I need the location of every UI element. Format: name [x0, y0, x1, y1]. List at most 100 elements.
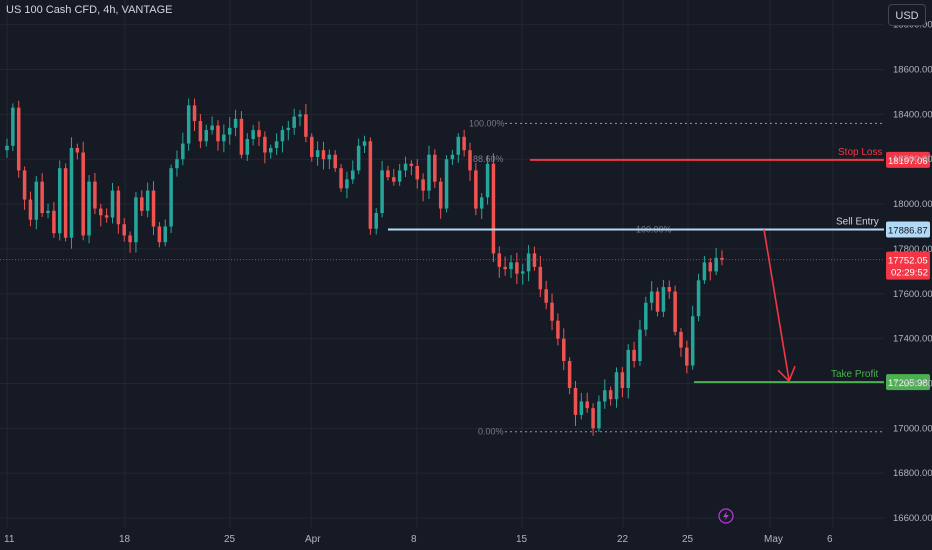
price-tag-label: 18197.06 [888, 156, 928, 167]
candle [415, 159, 420, 189]
lightning-icon [718, 508, 734, 524]
candle [644, 296, 648, 337]
candle [216, 120, 220, 151]
candle-body [538, 266, 543, 290]
candle-body [128, 235, 132, 243]
candle-body [368, 141, 373, 229]
candle-body [644, 302, 648, 330]
candle [192, 98, 197, 132]
candle-body [474, 170, 478, 209]
candle-body [591, 408, 595, 429]
candle [685, 340, 689, 374]
candle-body [397, 170, 402, 182]
candle [292, 108, 296, 135]
candle [673, 285, 677, 336]
candle [491, 153, 496, 263]
candle [556, 313, 560, 346]
candle [339, 164, 343, 192]
candle-body [702, 262, 707, 281]
candle-body [649, 291, 654, 303]
candle-body [503, 266, 507, 270]
candle-body [5, 145, 9, 151]
candle-body [380, 170, 384, 214]
candle-body [497, 253, 502, 267]
candle-body [720, 257, 724, 260]
candle-body [145, 190, 150, 211]
y-axis-tick-label: 18200.00 [893, 154, 932, 165]
candle [327, 149, 332, 170]
x-axis-tick-label: Apr [305, 534, 321, 545]
candle [573, 380, 578, 427]
candle-body [632, 349, 636, 362]
currency-button[interactable]: USD [888, 4, 926, 26]
candle-body [28, 199, 33, 220]
candle-body [438, 181, 443, 209]
candle-body [433, 154, 437, 182]
candle-body [392, 177, 396, 182]
price-tag [886, 374, 930, 391]
candle [245, 133, 250, 161]
candle-body [298, 114, 302, 117]
candle [503, 256, 507, 276]
x-axis-tick-label: 18 [119, 534, 131, 545]
x-axis-tick-label: May [764, 534, 783, 545]
candle [397, 163, 402, 186]
candle-body [134, 197, 138, 243]
candle-body [597, 401, 601, 429]
candle-body [544, 289, 548, 303]
candle [409, 160, 414, 176]
candle-body [567, 361, 572, 388]
candle [116, 186, 121, 234]
candle [87, 174, 91, 244]
candle [421, 173, 425, 202]
candle [526, 245, 531, 282]
candle [597, 395, 601, 432]
candle [515, 252, 519, 285]
candle-body [40, 181, 44, 214]
candle [591, 403, 595, 436]
candle [544, 280, 548, 310]
candle-body [11, 107, 15, 146]
candle-body [274, 141, 279, 149]
candle [479, 193, 484, 219]
candle [368, 137, 373, 235]
candle [550, 293, 554, 331]
candle [468, 142, 472, 181]
price-tag-label: 17886.87 [888, 225, 928, 236]
candle [233, 109, 238, 137]
candle [263, 131, 267, 164]
candle-body [75, 148, 80, 153]
candle [667, 280, 672, 299]
y-axis-tick-label: 16800.00 [893, 468, 932, 479]
candle [433, 149, 437, 188]
candle [186, 98, 191, 151]
candle-body [468, 150, 472, 171]
candle-body [315, 150, 320, 157]
candle-body [110, 190, 115, 218]
candle-body [93, 181, 97, 209]
candle [579, 392, 584, 420]
candle-body [268, 148, 273, 153]
trade-level-title: Take Profit [831, 369, 878, 380]
candle-body [620, 372, 625, 388]
candle-body [57, 168, 62, 234]
candle [362, 135, 367, 153]
candle [638, 319, 642, 366]
candle-body [327, 154, 332, 160]
candle [427, 145, 431, 199]
candle-body [374, 213, 378, 229]
projection-arrow-head [777, 365, 796, 383]
candle-body [403, 163, 408, 171]
candle [52, 202, 56, 238]
candle-body [116, 190, 121, 225]
trade-level-title: Stop Loss [838, 147, 882, 158]
candle-body [63, 168, 68, 238]
y-axis-tick-label: 18600.00 [893, 65, 932, 76]
candle [562, 328, 566, 371]
candle-body [239, 118, 244, 155]
candle [626, 344, 630, 399]
last-price-tag [886, 251, 930, 280]
candle-body [157, 226, 162, 243]
y-axis-tick-label: 16600.00 [893, 513, 932, 524]
